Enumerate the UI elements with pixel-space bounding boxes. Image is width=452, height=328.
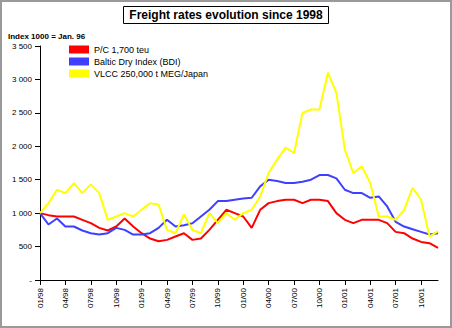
svg-text:07/98: 07/98	[86, 287, 95, 308]
svg-text:04/99: 04/99	[163, 287, 172, 308]
svg-text:07/01: 07/01	[391, 287, 400, 308]
svg-text:2 000: 2 000	[12, 142, 33, 151]
svg-text:Baltic Dry Index (BDI): Baltic Dry Index (BDI)	[94, 57, 181, 67]
svg-text:01/98: 01/98	[36, 287, 45, 308]
svg-text:10/00: 10/00	[315, 287, 324, 308]
svg-text:10/01: 10/01	[417, 287, 426, 308]
svg-text:04/01: 04/01	[366, 287, 375, 308]
svg-text:01/99: 01/99	[137, 287, 146, 308]
svg-text:-: -	[29, 276, 32, 285]
svg-text:500: 500	[19, 242, 33, 251]
svg-text:04/98: 04/98	[61, 287, 70, 308]
svg-text:Index 1000 = Jan. 96: Index 1000 = Jan. 96	[8, 32, 86, 41]
svg-text:3 000: 3 000	[12, 75, 33, 84]
svg-text:01/01: 01/01	[340, 287, 349, 308]
svg-text:07/99: 07/99	[188, 287, 197, 308]
svg-text:07/00: 07/00	[290, 287, 299, 308]
svg-text:10/98: 10/98	[112, 287, 121, 308]
svg-text:P/C 1,700 teu: P/C 1,700 teu	[94, 45, 149, 55]
svg-text:VLCC 250,000 t MEG/Japan: VLCC 250,000 t MEG/Japan	[94, 69, 208, 79]
svg-text:01/00: 01/00	[239, 287, 248, 308]
svg-text:1 000: 1 000	[12, 209, 33, 218]
svg-text:1 500: 1 500	[12, 175, 33, 184]
svg-text:3 500: 3 500	[12, 42, 33, 51]
svg-text:Freight rates evolution since: Freight rates evolution since 1998	[129, 8, 323, 22]
svg-text:2 500: 2 500	[12, 108, 33, 117]
svg-text:10/99: 10/99	[213, 287, 222, 308]
svg-text:04/00: 04/00	[264, 287, 273, 308]
